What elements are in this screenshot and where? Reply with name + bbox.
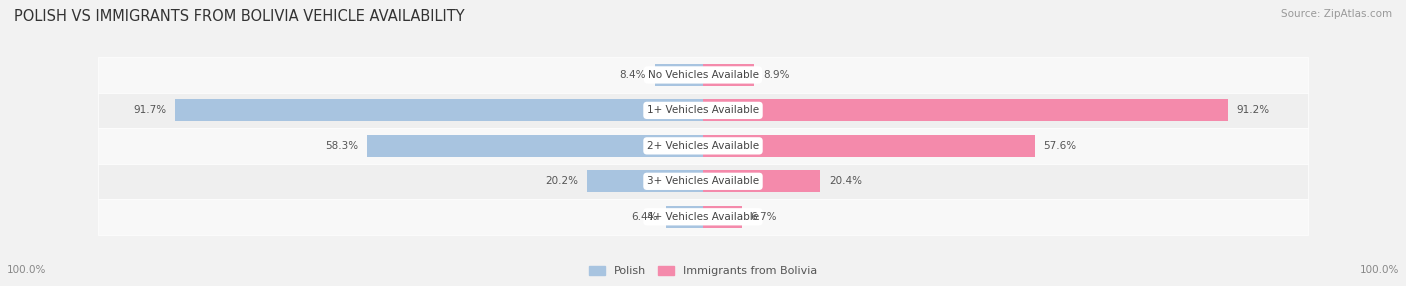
Text: 4+ Vehicles Available: 4+ Vehicles Available — [647, 212, 759, 222]
Legend: Polish, Immigrants from Bolivia: Polish, Immigrants from Bolivia — [585, 261, 821, 281]
Bar — [98, 164, 1308, 199]
Text: 20.2%: 20.2% — [546, 176, 578, 186]
Text: 2+ Vehicles Available: 2+ Vehicles Available — [647, 141, 759, 151]
Text: 6.4%: 6.4% — [631, 212, 658, 222]
Text: No Vehicles Available: No Vehicles Available — [648, 70, 758, 80]
Text: 8.9%: 8.9% — [763, 70, 789, 80]
Text: Source: ZipAtlas.com: Source: ZipAtlas.com — [1281, 9, 1392, 19]
Text: 20.4%: 20.4% — [830, 176, 862, 186]
Text: 91.7%: 91.7% — [134, 106, 166, 115]
Bar — [703, 135, 1035, 157]
Bar — [98, 93, 1308, 128]
Bar — [174, 100, 703, 121]
Text: POLISH VS IMMIGRANTS FROM BOLIVIA VEHICLE AVAILABILITY: POLISH VS IMMIGRANTS FROM BOLIVIA VEHICL… — [14, 9, 465, 23]
Bar — [666, 206, 703, 228]
Bar — [98, 199, 1308, 235]
Text: 6.7%: 6.7% — [751, 212, 776, 222]
Text: 91.2%: 91.2% — [1237, 106, 1270, 115]
Bar — [703, 100, 1227, 121]
Bar — [703, 64, 754, 86]
Text: 58.3%: 58.3% — [326, 141, 359, 151]
Bar — [655, 64, 703, 86]
Bar — [98, 128, 1308, 164]
Text: 100.0%: 100.0% — [7, 265, 46, 275]
Text: 8.4%: 8.4% — [620, 70, 645, 80]
Bar — [367, 135, 703, 157]
Text: 3+ Vehicles Available: 3+ Vehicles Available — [647, 176, 759, 186]
Text: 1+ Vehicles Available: 1+ Vehicles Available — [647, 106, 759, 115]
Bar — [703, 206, 741, 228]
Text: 57.6%: 57.6% — [1043, 141, 1077, 151]
Bar — [98, 57, 1308, 93]
Text: 100.0%: 100.0% — [1360, 265, 1399, 275]
Bar — [586, 170, 703, 192]
Bar — [703, 170, 821, 192]
